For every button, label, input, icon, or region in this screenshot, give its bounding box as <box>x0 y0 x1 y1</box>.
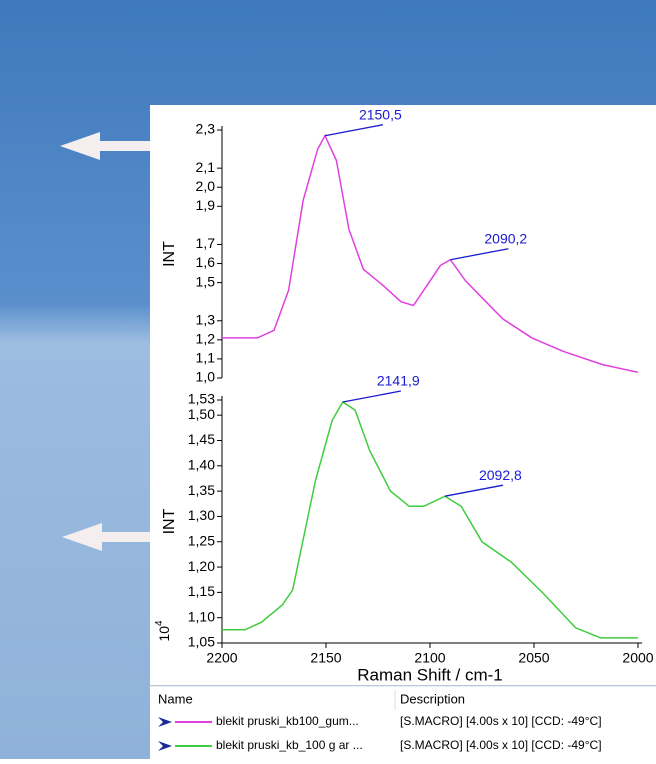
plot-panel <box>150 105 656 685</box>
x-tick-label: 2100 <box>414 650 445 666</box>
annotation-label: 2141,9 <box>377 373 420 389</box>
y-scale-label: 104 <box>154 620 172 642</box>
y-tick-label: 1,50 <box>188 406 215 422</box>
data-line <box>222 134 639 374</box>
y-tick-label: 1,15 <box>188 583 215 599</box>
legend-name: blekit pruski_kb_100 g ar ... <box>216 738 363 752</box>
legend-name: blekit pruski_kb100_gum... <box>216 714 359 728</box>
y-tick-label: 1,3 <box>196 311 216 327</box>
y-tick-label: 1,10 <box>188 608 215 624</box>
x-axis-label: Raman Shift / cm-1 <box>357 665 503 684</box>
data-line <box>222 400 638 639</box>
y-tick-label: 2,1 <box>196 159 216 175</box>
y-tick-label: 1,20 <box>188 558 215 574</box>
x-tick-label: 2150 <box>310 650 341 666</box>
annotation-label: 2150,5 <box>359 106 402 122</box>
y-tick-label: 1,40 <box>188 457 215 473</box>
annotation-leader <box>342 390 401 403</box>
y-scale-base: 10 <box>156 626 172 642</box>
y-tick-label: 1,35 <box>188 482 215 498</box>
y-axis-label: INT <box>161 508 178 534</box>
y-tick-label: 1,1 <box>196 350 216 366</box>
y-tick-label: 1,30 <box>188 507 215 523</box>
y-tick-label: 1,6 <box>196 254 216 270</box>
y-tick-label: 1,53 <box>188 391 215 407</box>
annotation-label: 2092,8 <box>479 467 522 483</box>
y-tick-label: 2,0 <box>196 178 216 194</box>
y-tick-label: 1,45 <box>188 431 215 447</box>
legend-header: Name <box>158 691 193 706</box>
annotation-leader <box>324 124 384 137</box>
y-tick-label: 1,05 <box>188 634 215 650</box>
x-tick-label: 2000 <box>622 650 653 666</box>
annotation-label: 2090,2 <box>484 230 527 246</box>
legend-table <box>150 686 656 759</box>
legend-icon <box>158 741 172 751</box>
legend-header: Description <box>400 691 465 706</box>
y-scale-exponent: 4 <box>154 620 165 626</box>
annotation-leader <box>450 248 509 261</box>
legend-description: [S.MACRO] [4.00s x 10] [CCD: -49°C] <box>400 714 602 728</box>
arrows <box>60 132 163 551</box>
annotation-leader <box>444 484 504 497</box>
y-axis-label: INT <box>161 241 178 267</box>
y-tick-label: 1,7 <box>196 235 216 251</box>
x-tick-label: 2200 <box>206 650 237 666</box>
legend-icon <box>158 717 172 727</box>
x-tick-label: 2050 <box>518 650 549 666</box>
y-tick-label: 1,9 <box>196 197 216 213</box>
y-tick-label: 1,0 <box>196 369 216 385</box>
y-tick-label: 1,5 <box>196 273 216 289</box>
y-tick-label: 2,3 <box>196 121 216 137</box>
y-tick-label: 1,2 <box>196 331 216 347</box>
y-tick-label: 1,25 <box>188 532 215 548</box>
legend-description: [S.MACRO] [4.00s x 10] [CCD: -49°C] <box>400 738 602 752</box>
